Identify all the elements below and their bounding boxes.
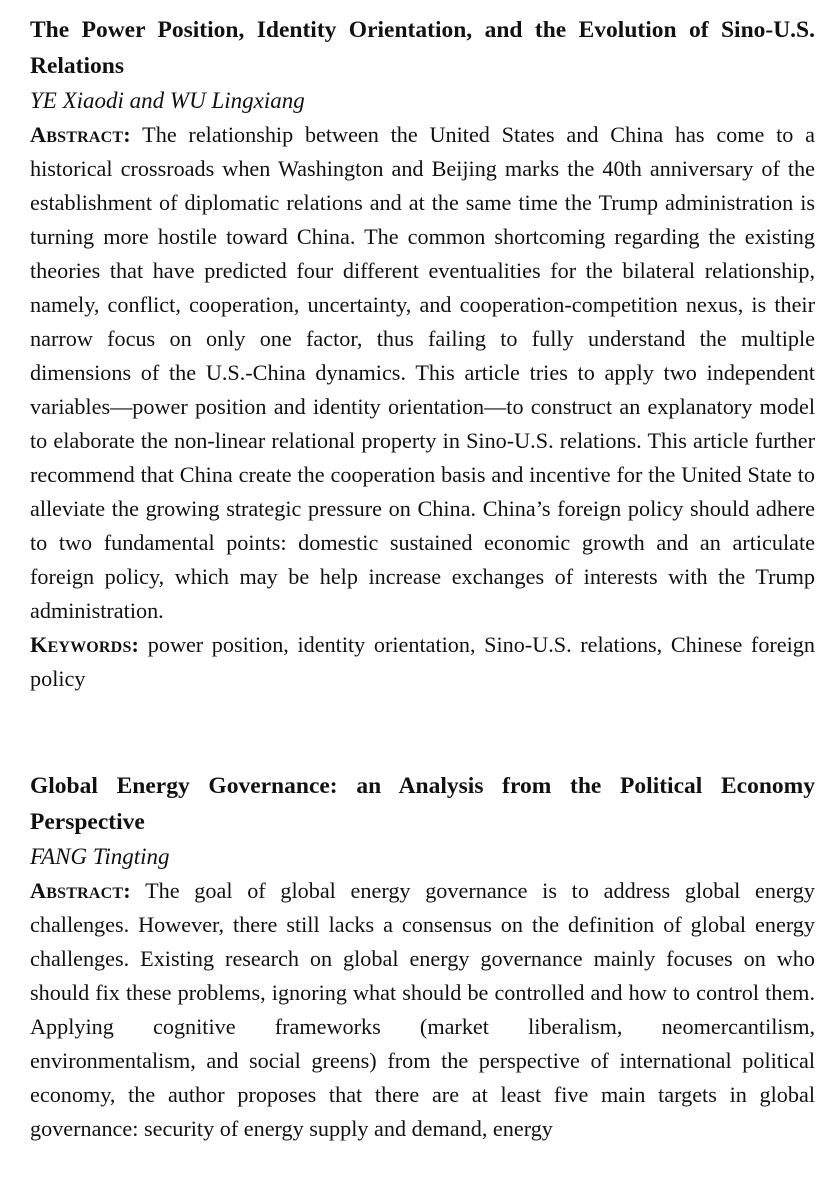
section-gap — [30, 696, 815, 766]
abstract-label: Abstract: — [30, 878, 131, 903]
article-authors: YE Xiaodi and WU Lingxiang — [30, 88, 305, 113]
article-title: The Power Position, Identity Orientation… — [30, 17, 815, 79]
article-title: Global Energy Governance: an Analysis fr… — [30, 773, 815, 835]
article-1: The Power Position, Identity Orientation… — [30, 12, 815, 696]
abstract-text: The relationship between the United Stat… — [30, 122, 815, 623]
article-2: Global Energy Governance: an Analysis fr… — [30, 768, 815, 1146]
article-keywords: Keywords: power position, identity orien… — [30, 628, 815, 696]
article-abstract: Abstract: The relationship between the U… — [30, 118, 815, 628]
abstract-label: Abstract: — [30, 122, 131, 147]
article-abstract: Abstract: The goal of global energy gove… — [30, 874, 815, 1146]
abstract-text: The goal of global energy governance is … — [30, 878, 815, 1141]
article-authors: FANG Tingting — [30, 844, 170, 869]
keywords-label: Keywords: — [30, 632, 140, 657]
keywords-text: power position, identity orientation, Si… — [30, 632, 815, 691]
